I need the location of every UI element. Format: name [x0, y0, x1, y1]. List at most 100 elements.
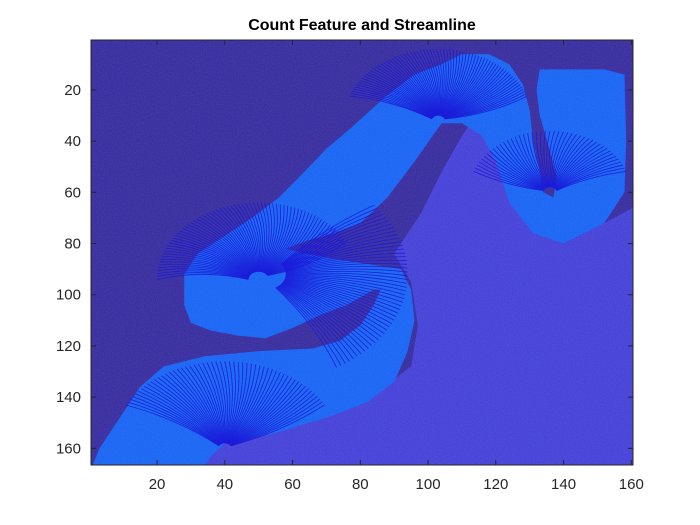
streamline [440, 55, 480, 117]
streamline [208, 211, 255, 273]
streamline [279, 284, 366, 352]
streamline [281, 283, 379, 341]
streamline [439, 50, 461, 116]
streamline [285, 248, 404, 272]
streamline [173, 237, 251, 276]
streamline [225, 362, 248, 444]
streamline [258, 202, 268, 272]
streamline [409, 51, 437, 116]
streamline [226, 366, 265, 444]
streamline [441, 58, 486, 117]
streamline [171, 240, 251, 276]
streamline [165, 247, 250, 277]
streamline [206, 362, 225, 444]
streamlines [124, 48, 627, 447]
streamline [193, 364, 224, 444]
streamline [278, 285, 358, 357]
streamline [438, 49, 452, 116]
streamline [260, 204, 282, 273]
streamline [182, 228, 252, 275]
streamline [372, 68, 434, 118]
streamline [283, 280, 395, 321]
streamline [441, 59, 489, 117]
streamline [224, 361, 231, 444]
streamline [167, 245, 250, 277]
streamline [196, 218, 253, 274]
streamline [439, 52, 467, 117]
streamline [555, 161, 621, 191]
streamline [230, 398, 321, 446]
streamline [552, 136, 586, 188]
streamline [443, 77, 515, 119]
streamline [140, 388, 221, 446]
streamline [157, 273, 249, 280]
streamline [143, 385, 221, 445]
streamline [382, 61, 435, 117]
streamline [230, 205, 257, 273]
streamline [157, 272, 249, 280]
streamline [180, 367, 223, 444]
streamline [397, 55, 436, 117]
streamline [228, 381, 300, 445]
streamline [267, 240, 347, 276]
streamline [262, 208, 299, 273]
streamline [226, 365, 261, 444]
y-tick-label: 100 [56, 287, 81, 304]
streamline [281, 210, 381, 266]
streamline [429, 49, 440, 116]
streamline [391, 57, 436, 117]
streamline [554, 150, 611, 190]
streamline [285, 276, 407, 292]
streamline [476, 164, 544, 191]
streamline [284, 237, 400, 270]
streamline [283, 227, 394, 268]
streamline [285, 277, 403, 303]
streamline [363, 75, 434, 118]
streamline [443, 82, 519, 119]
streamline [555, 153, 614, 190]
streamline [553, 139, 594, 189]
streamline [352, 88, 433, 119]
streamline [189, 365, 224, 444]
streamline [377, 65, 435, 117]
streamline [230, 396, 318, 446]
streamline [160, 258, 250, 278]
streamline [492, 148, 546, 190]
streamline [222, 207, 256, 273]
streamline [284, 279, 399, 314]
streamline [284, 279, 397, 318]
streamline [365, 73, 434, 118]
x-tick-label: 120 [483, 476, 508, 493]
streamline [161, 375, 222, 445]
streamline [169, 242, 250, 277]
y-tick-label: 40 [64, 133, 81, 150]
streamline [553, 143, 601, 189]
y-axis: 20 40 60 80 100 120 140 160 [56, 82, 633, 457]
streamline [440, 53, 474, 117]
streamline [226, 363, 252, 444]
streamline [442, 63, 497, 117]
streamline [394, 56, 436, 117]
streamline [230, 401, 323, 447]
streamline [422, 49, 438, 116]
streamline [280, 283, 376, 344]
streamline [210, 361, 226, 444]
streamline [264, 217, 319, 274]
streamline [375, 66, 435, 118]
streamline [440, 54, 477, 117]
streamline [479, 161, 545, 191]
streamline [400, 54, 436, 117]
streamline [228, 379, 296, 445]
streamline [261, 207, 296, 273]
streamline [281, 282, 382, 338]
streamline [527, 133, 549, 188]
streamline [177, 232, 251, 276]
streamline [514, 136, 548, 189]
streamline [147, 383, 221, 445]
streamline [385, 60, 435, 117]
streamline [551, 134, 577, 188]
streamline [261, 206, 292, 273]
streamline [436, 48, 443, 116]
streamline [212, 210, 255, 273]
streamline [228, 377, 293, 445]
